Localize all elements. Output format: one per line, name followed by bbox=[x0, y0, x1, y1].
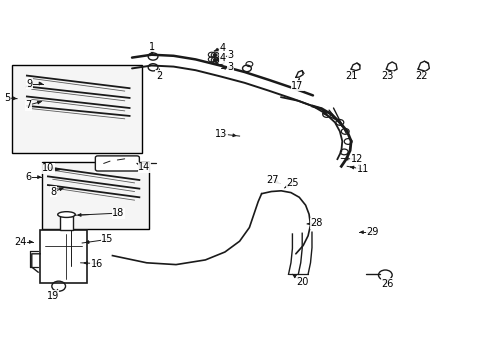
Text: 27: 27 bbox=[266, 175, 279, 185]
Text: 7: 7 bbox=[25, 100, 31, 110]
Text: 19: 19 bbox=[46, 291, 59, 301]
Text: 4: 4 bbox=[219, 42, 225, 53]
Text: 26: 26 bbox=[380, 279, 393, 289]
Text: 9: 9 bbox=[26, 78, 32, 89]
Text: 3: 3 bbox=[227, 62, 233, 72]
Circle shape bbox=[213, 54, 217, 57]
Text: 14: 14 bbox=[138, 162, 150, 172]
Text: 13: 13 bbox=[214, 129, 227, 139]
Ellipse shape bbox=[58, 212, 75, 217]
Text: 24: 24 bbox=[14, 237, 27, 247]
Bar bbox=[60, 216, 73, 230]
Text: 23: 23 bbox=[380, 71, 393, 81]
Text: 2: 2 bbox=[156, 71, 162, 81]
Text: 1: 1 bbox=[148, 42, 154, 52]
Text: 21: 21 bbox=[344, 71, 357, 81]
Text: 4: 4 bbox=[219, 53, 225, 63]
Text: 10: 10 bbox=[41, 163, 54, 174]
FancyBboxPatch shape bbox=[95, 156, 139, 171]
Text: 25: 25 bbox=[285, 178, 298, 188]
Text: 15: 15 bbox=[101, 234, 114, 244]
Text: 8: 8 bbox=[51, 186, 57, 197]
Text: 11: 11 bbox=[356, 164, 368, 174]
Text: 18: 18 bbox=[112, 208, 124, 218]
Text: 29: 29 bbox=[366, 227, 378, 237]
Text: 5: 5 bbox=[4, 93, 10, 103]
Text: 22: 22 bbox=[414, 71, 427, 81]
Circle shape bbox=[213, 59, 217, 62]
Text: 12: 12 bbox=[350, 154, 363, 164]
Text: 28: 28 bbox=[310, 218, 323, 228]
Text: 17: 17 bbox=[290, 81, 303, 91]
Bar bbox=[40, 230, 86, 283]
Text: 16: 16 bbox=[90, 258, 103, 269]
Text: 20: 20 bbox=[295, 276, 308, 287]
Bar bbox=[41, 162, 149, 229]
Text: 6: 6 bbox=[25, 172, 31, 182]
Bar bbox=[12, 65, 142, 153]
Text: 3: 3 bbox=[227, 50, 233, 60]
